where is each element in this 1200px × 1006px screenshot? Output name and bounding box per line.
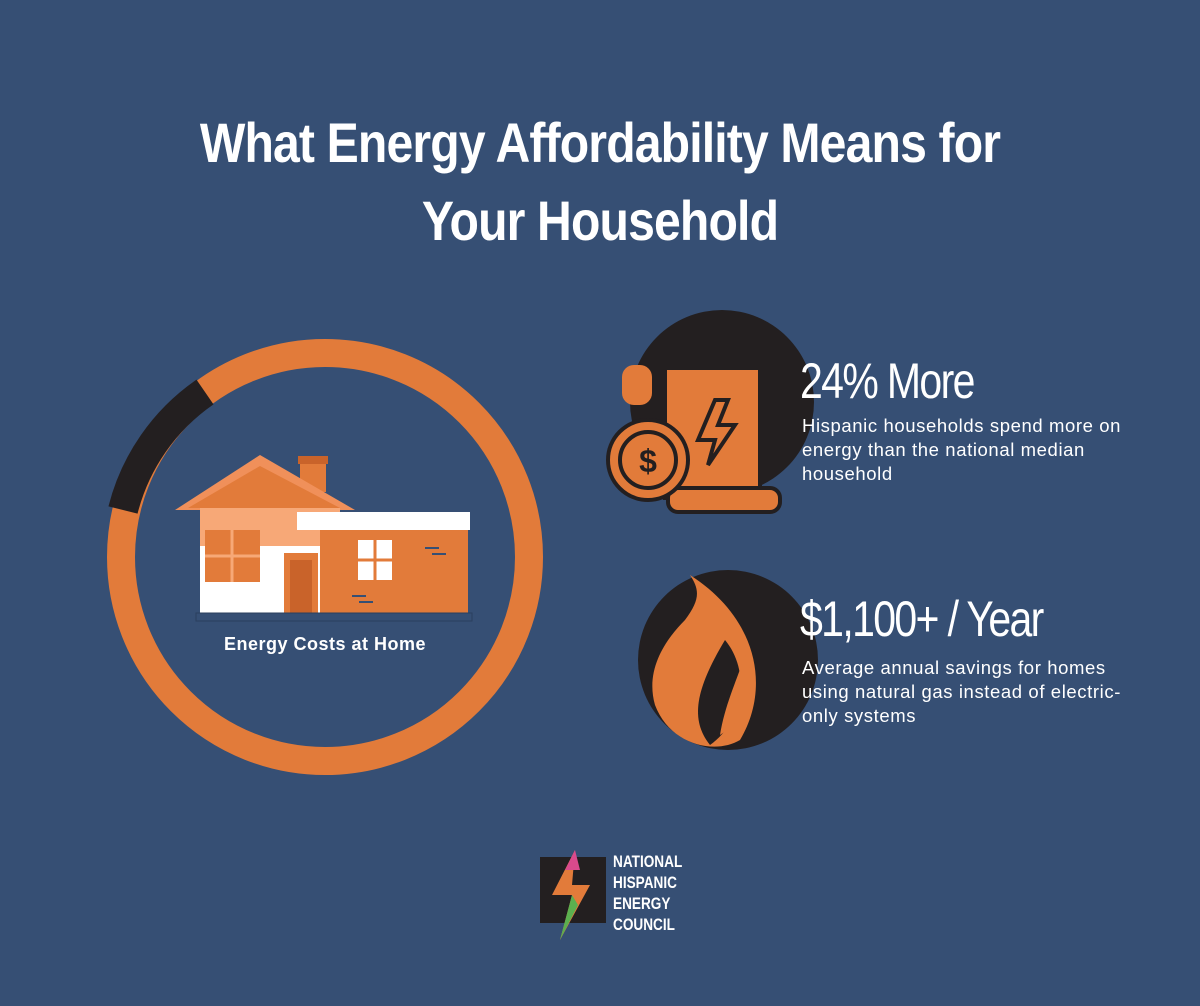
logo-text: HISPANIC	[613, 873, 677, 892]
gauge-label: Energy Costs at Home	[223, 634, 427, 654]
logo-text: COUNCIL	[613, 915, 675, 934]
logo-mark	[540, 850, 606, 940]
bill-icon: $	[606, 310, 814, 514]
logo-text: ENERGY	[613, 894, 671, 913]
logo-text: NATIONAL	[613, 852, 683, 871]
flame-icon	[638, 570, 818, 750]
gauge-segment	[108, 379, 214, 514]
stat-description: Average annual savings for homes using n…	[802, 657, 1121, 726]
stat-headline: $1,100+ / Year	[800, 591, 1044, 647]
house-icon	[175, 455, 473, 622]
title: Your Household	[421, 189, 779, 252]
title: What Energy Affordability Means for	[199, 111, 1001, 174]
stat-description: Hispanic households spend more on energy…	[802, 415, 1122, 484]
svg-text:$: $	[639, 443, 657, 479]
gauge-ring	[107, 339, 543, 775]
stat-headline: 24% More	[800, 353, 975, 409]
